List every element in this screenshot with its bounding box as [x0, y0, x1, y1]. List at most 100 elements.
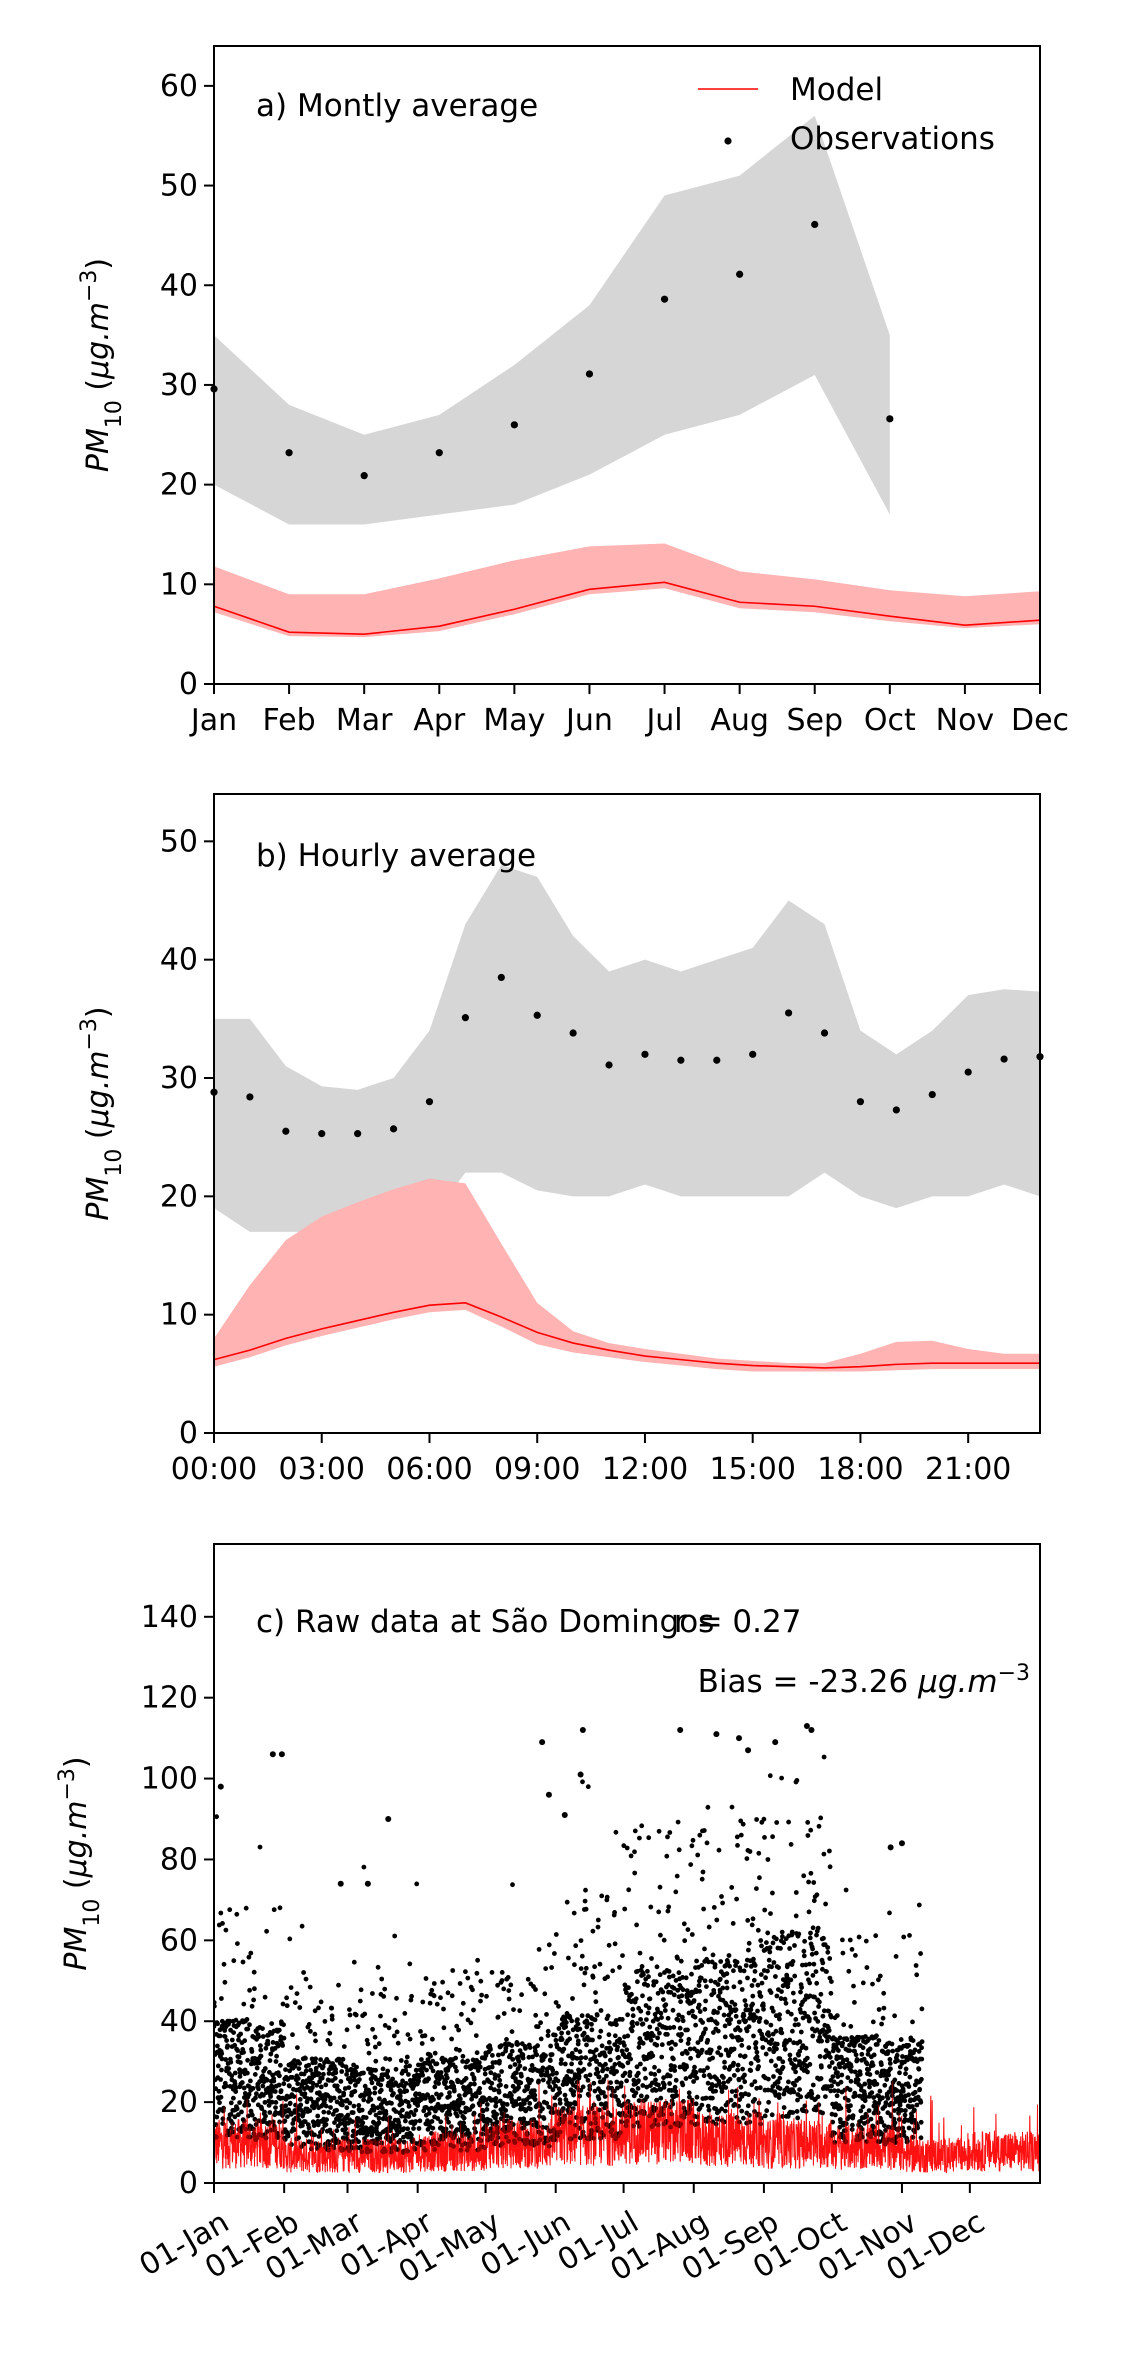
observation-point	[354, 1130, 362, 1138]
observation-point	[278, 1751, 285, 1758]
observation-points	[214, 1754, 925, 2155]
panel-b-y-tick-label: 50	[160, 824, 198, 859]
panel-c-frame	[213, 1543, 1041, 2184]
observation-point	[246, 1093, 254, 1101]
observation-point	[928, 1090, 936, 1099]
observation-point	[435, 449, 443, 457]
observation-point	[510, 421, 518, 429]
observation-point	[569, 1029, 577, 1037]
panel-b-x-tick-label: 21:00	[925, 1452, 1011, 1487]
panel-b-frame	[213, 793, 1041, 1434]
panel-c-y-tick-label: 0	[179, 2166, 198, 2201]
observation-point	[337, 1880, 344, 1887]
observation-point	[745, 1747, 752, 1754]
panel-b-x-tick-label: 15:00	[709, 1452, 795, 1487]
legend-observations-swatch	[724, 137, 732, 145]
panel-b-y-tick-label: 40	[160, 943, 198, 978]
y-axis-label: PM10 (μg.m−3)	[55, 1756, 105, 1970]
observation-point	[785, 1009, 793, 1017]
panel-a: 0 10 20 30 40 50 60 Jan Feb Mar Apr May Jun Jul Aug Sep…	[77, 45, 1069, 738]
observation-point	[579, 1727, 586, 1734]
panel-a-frame	[213, 45, 1041, 685]
observation-point	[964, 1068, 972, 1076]
legend-model-label: Model	[790, 72, 883, 108]
observation-point	[282, 1127, 290, 1135]
model-line	[213, 581, 1041, 635]
observation-point	[803, 1722, 810, 1729]
panel-a-x-tick-label: Dec	[1011, 703, 1069, 738]
observation-point	[886, 415, 894, 423]
observation-point	[808, 1727, 815, 1734]
panel-c-plot-area	[214, 1722, 1040, 2174]
observation-point	[856, 1098, 865, 1106]
panel-a-y-tick-label: 30	[160, 368, 198, 403]
observation-point	[892, 1106, 900, 1114]
observation-point	[285, 449, 293, 457]
observation-point	[269, 1751, 276, 1758]
observation-point	[545, 1791, 552, 1798]
observation-point	[749, 1050, 757, 1058]
model-line	[213, 1302, 1040, 1369]
observation-point	[425, 1098, 434, 1106]
panel-a-x-tick-label: Jul	[644, 703, 682, 738]
panel-a-x-tick-label: Apr	[413, 703, 466, 738]
panel-a-x-tick-label: Feb	[263, 703, 316, 738]
panel-a-y-tick-label: 40	[160, 268, 198, 303]
panel-a-x-tick-label: May	[483, 703, 545, 738]
y-axis-label: PM10 (μg.m−3)	[77, 258, 127, 472]
model-trace-overlay	[214, 2079, 1040, 2174]
panel-b-y-tick-label: 30	[160, 1061, 198, 1096]
bias-label: Bias = -23.26 μg.m−3	[698, 1661, 1030, 1701]
model-range-band	[214, 1178, 1040, 1372]
panel-a-title: a) Montly average	[256, 88, 538, 124]
panel-a-y-tick-label: 50	[160, 169, 198, 204]
panel-b-x-tick-label: 09:00	[494, 1452, 580, 1487]
observation-point	[360, 472, 368, 480]
panel-c-title: c) Raw data at São Domingos	[256, 1604, 714, 1640]
panel-a-y-tick-label: 60	[160, 69, 198, 104]
observations-range-band	[214, 115, 890, 525]
panel-b-x-tick-label: 03:00	[279, 1452, 365, 1487]
observation-point	[318, 1130, 326, 1138]
panel-b-x-tick-label: 12:00	[602, 1452, 688, 1487]
observation-point	[605, 1061, 613, 1069]
panel-c: 02040608010012014001-Jan01-Feb01-Mar01-A…	[55, 1543, 1041, 2290]
panel-a-x-tick-label: Oct	[864, 703, 916, 738]
y-axis-label: PM10 (μg.m−3)	[77, 1006, 127, 1220]
panel-a-x-tick-label: Jun	[564, 703, 613, 738]
observation-point	[820, 1029, 829, 1037]
observation-point	[660, 295, 669, 303]
observations-range-band	[214, 865, 1040, 1232]
panel-b-x-tick-label: 06:00	[386, 1452, 472, 1487]
observation-point	[533, 1011, 541, 1019]
panel-c-y-tick-label: 20	[160, 2085, 198, 2120]
observation-point	[811, 220, 819, 229]
panel-c-y-tick-label: 60	[160, 1923, 198, 1958]
panel-b-y-tick-label: 10	[160, 1298, 198, 1333]
panel-a-x-tick-label: Mar	[336, 703, 393, 738]
panel-b-x-tick-label: 18:00	[817, 1452, 903, 1487]
panel-b-title: b) Hourly average	[256, 838, 536, 874]
observation-point	[677, 1056, 685, 1064]
panel-b-y-tick-label: 20	[160, 1179, 198, 1214]
observation-point	[1000, 1055, 1008, 1063]
observation-point	[217, 1783, 224, 1790]
panel-c-y-tick-label: 40	[160, 2004, 198, 2039]
observation-point	[461, 1014, 469, 1022]
panel-b-y-tick-label: 0	[179, 1416, 198, 1451]
panel-c-y-tick-label: 140	[141, 1600, 198, 1635]
panel-c-y-tick-label: 100	[141, 1762, 198, 1797]
panel-b: 0 10 20 30 40 50 00:00 03:00 06:00 09:00 12:00 15:0…	[77, 793, 1044, 1487]
observation-point	[389, 1125, 398, 1133]
observation-point	[385, 1816, 392, 1823]
panel-a-x-tick-label: Aug	[710, 703, 769, 738]
panel-b-x-tick-label: 00:00	[171, 1452, 257, 1487]
model-range-band	[214, 543, 1040, 638]
observation-point	[585, 370, 594, 378]
observation-point	[677, 1727, 684, 1734]
panel-c-y-tick-label: 80	[160, 1842, 198, 1877]
observation-point	[772, 1739, 779, 1746]
panel-a-x-tick-label: Sep	[786, 703, 843, 738]
observation-point	[539, 1739, 546, 1746]
